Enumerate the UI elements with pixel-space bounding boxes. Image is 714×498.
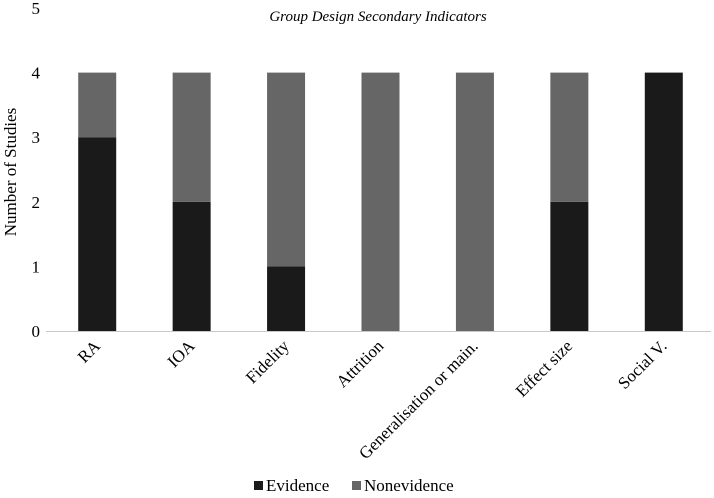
x-category-label: Attrition xyxy=(332,336,387,391)
x-category-label: Social V. xyxy=(614,336,670,392)
x-category-label: Fidelity xyxy=(242,336,293,387)
bar-nonevidence xyxy=(267,72,306,267)
y-tick-label: 1 xyxy=(32,257,41,276)
y-tick-label: 0 xyxy=(32,322,41,341)
bar-evidence xyxy=(550,201,589,331)
legend-label-evidence: Evidence xyxy=(266,476,329,495)
y-axis-title: Number of Studies xyxy=(1,108,20,236)
legend-swatch-nonevidence xyxy=(352,481,361,490)
legend-label-nonevidence: Nonevidence xyxy=(364,476,454,495)
x-category-label: RA xyxy=(74,336,105,367)
y-tick-label: 3 xyxy=(32,128,41,147)
x-category-label: IOA xyxy=(164,336,199,371)
legend: Evidence Nonevidence xyxy=(254,476,454,495)
bar-nonevidence xyxy=(361,72,400,331)
y-tick-label: 2 xyxy=(32,193,41,212)
legend-swatch-evidence xyxy=(254,481,263,490)
bar-nonevidence xyxy=(550,72,589,202)
bar-nonevidence xyxy=(78,72,117,138)
chart-title: Group Design Secondary Indicators xyxy=(269,9,486,25)
bars-group xyxy=(78,72,683,331)
x-category-label: Effect size xyxy=(512,336,576,400)
bar-evidence xyxy=(78,137,117,331)
bar-evidence xyxy=(172,201,211,331)
y-tick-label: 5 xyxy=(32,0,41,18)
y-axis-ticks: 0 1 2 3 4 5 xyxy=(32,0,41,341)
bar-nonevidence xyxy=(455,72,494,331)
bar-evidence xyxy=(267,266,306,331)
bar-evidence xyxy=(644,72,683,331)
bar-nonevidence xyxy=(172,72,211,202)
y-tick-label: 4 xyxy=(32,64,41,83)
